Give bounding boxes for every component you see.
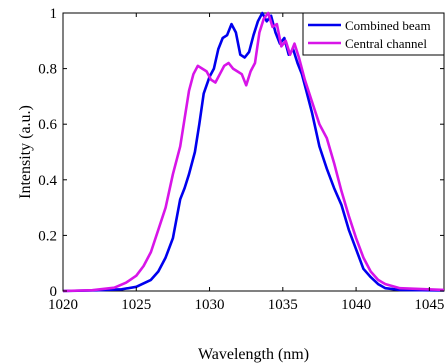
y-tick-label: 1 — [50, 6, 58, 22]
y-axis: 0 0.2 0.4 0.6 0.8 1 — [38, 6, 444, 300]
series-line-central-channel — [62, 11, 445, 293]
x-axis-title: Wavelength (nm) — [198, 346, 309, 363]
legend: Combined beam Central channel — [302, 12, 445, 56]
y-axis-title: Intensity (a.u.) — [17, 105, 34, 199]
plot-area — [62, 11, 445, 293]
y-tick-label: 0.6 — [38, 117, 57, 133]
x-axis: 1020 1025 1030 1035 1040 1045 — [48, 13, 444, 313]
plot-frame — [62, 12, 445, 292]
legend-label-combined-beam: Combined beam — [345, 18, 431, 33]
y-tick-label: 0.8 — [38, 62, 57, 78]
series-layer — [62, 11, 445, 293]
x-tick-label: 1040 — [341, 297, 371, 313]
y-tick-label: 0.4 — [38, 173, 57, 189]
x-tick-label: 1030 — [195, 297, 225, 313]
legend-label-central-channel: Central channel — [345, 36, 427, 51]
legend-box — [302, 12, 445, 56]
x-tick-label: 1035 — [268, 297, 298, 313]
x-tick-label: 1020 — [48, 297, 78, 313]
x-tick-label: 1025 — [121, 297, 151, 313]
y-tick-label: 0.2 — [38, 228, 57, 244]
series-line-combined-beam — [62, 11, 445, 293]
x-tick-label: 1045 — [414, 297, 444, 313]
y-tick-label: 0 — [50, 284, 58, 300]
